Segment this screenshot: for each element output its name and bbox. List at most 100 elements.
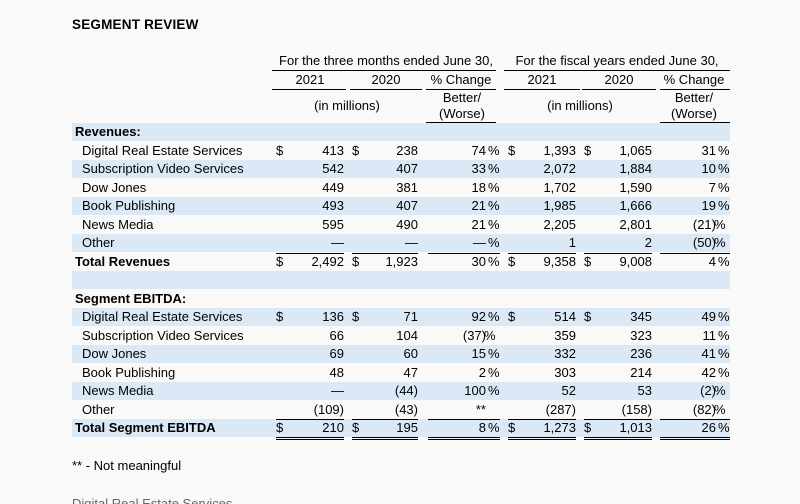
total-rule: [352, 437, 418, 440]
value-fy-pct: 42: [701, 364, 716, 380]
value-q-2021: —: [331, 383, 344, 398]
value-fy-2021: 1,273: [543, 420, 576, 435]
dollar-sign: $: [276, 309, 284, 324]
value-fy-pct: 7: [708, 179, 716, 195]
value-q-2020: 71: [403, 309, 418, 324]
header-rule: [582, 89, 656, 90]
value-fy-2021: (287): [545, 401, 576, 417]
value-fy-pct: (50): [692, 235, 716, 250]
value-q-2020: 195: [396, 420, 418, 435]
value-q-pct: 30: [471, 253, 486, 269]
percent-sign: %: [488, 161, 500, 176]
total-rule: [276, 252, 344, 254]
row-label: Book Publishing: [82, 364, 176, 380]
percent-sign: %: [718, 179, 730, 195]
value-fy-2021: 52: [561, 383, 576, 398]
value-fy-2021: 2,072: [543, 161, 576, 176]
percent-sign: %: [484, 327, 496, 343]
table-row: Subscription Video Services 542 407 33% 2,07…: [72, 160, 730, 178]
percent-sign: %: [488, 198, 500, 213]
next-section-heading: Digital Real Estate Services: [72, 497, 232, 504]
value-q-2021: 210: [322, 420, 344, 435]
table-row: News Media 595 490 21% 2,205 2,801 (21)%: [72, 216, 730, 234]
row-label: Subscription Video Services: [82, 327, 244, 343]
value-q-2021: 48: [329, 364, 344, 380]
value-q-2021: 2,492: [311, 253, 344, 269]
value-fy-2021: 9,358: [543, 253, 576, 269]
section-heading: Segment EBITDA:: [72, 290, 730, 308]
dollar-sign: $: [508, 309, 516, 324]
header-q-pct-change: % Change: [430, 72, 492, 87]
total-rule: [508, 419, 576, 420]
table-row: Other (109) (43) ** (287) (158) (82)%: [72, 401, 730, 419]
value-q-2020: —: [405, 235, 418, 250]
value-fy-2020: 236: [630, 346, 652, 361]
total-rule: [276, 437, 344, 440]
dollar-sign: $: [508, 253, 516, 269]
dollar-sign: $: [276, 253, 284, 269]
total-rule: [352, 252, 418, 254]
value-q-2020: 104: [396, 327, 418, 343]
row-label: News Media: [82, 216, 154, 232]
value-fy-2021: 2,205: [543, 216, 576, 232]
value-q-2020: 407: [396, 198, 418, 213]
percent-sign: %: [488, 179, 500, 195]
total-rule: [428, 419, 500, 420]
dollar-sign: $: [352, 309, 360, 324]
value-q-2021: (109): [313, 401, 344, 417]
value-fy-2020: 1,884: [619, 161, 652, 176]
value-q-pct: 92: [471, 309, 486, 324]
value-q-2020: 381: [396, 179, 418, 195]
table-row: News Media — (44) 100% 52 53 (2)%: [72, 382, 730, 400]
table-row: Dow Jones 69 60 15% 332 236 41%: [72, 345, 730, 363]
value-q-2021: 69: [329, 346, 344, 361]
header-fy-2021: 2021: [527, 72, 557, 87]
header-fiscal-years: For the fiscal years ended June 30,: [515, 53, 719, 68]
percent-sign: %: [718, 142, 730, 158]
row-label: Other: [82, 401, 115, 417]
header-fy-2020: 2020: [604, 72, 634, 87]
header-better-worse-fy: Better/ (Worse): [671, 90, 717, 121]
percent-sign: %: [718, 198, 730, 213]
percent-sign: %: [488, 235, 500, 250]
value-q-2021: 595: [322, 216, 344, 232]
table-row: Dow Jones 449 381 18% 1,702 1,590 7%: [72, 179, 730, 197]
value-q-2021: 66: [329, 327, 344, 343]
value-fy-2020: 1,666: [619, 198, 652, 213]
row-label: Digital Real Estate Services: [82, 142, 243, 158]
value-fy-pct: 49: [701, 309, 716, 324]
header-rule: [426, 89, 496, 90]
value-q-2020: 60: [403, 346, 418, 361]
value-q-2020: 238: [396, 142, 418, 158]
total-rule: [584, 419, 652, 420]
footnote: ** - Not meaningful: [72, 458, 182, 473]
total-row: Total Segment EBITDA $ $ $ $210 195 8% 1,273 1,0…: [72, 419, 730, 440]
header-better-worse-q: Better/ (Worse): [439, 90, 485, 121]
header-rule: [660, 122, 730, 123]
value-q-2020: 47: [403, 364, 418, 380]
dollar-sign: $: [276, 420, 284, 435]
value-fy-2021: 1,393: [543, 142, 576, 158]
value-fy-pct: 4: [708, 253, 716, 269]
value-fy-pct: 26: [701, 420, 716, 435]
value-q-2020: (44): [394, 383, 418, 398]
value-q-2021: —: [331, 235, 344, 250]
percent-sign: %: [718, 327, 730, 343]
header-rule: [504, 89, 580, 90]
header-q-2020: 2020: [371, 72, 401, 87]
table-row: Book Publishing 48 47 2% 303 214 42%: [72, 364, 730, 382]
row-label: Total Revenues: [75, 253, 171, 269]
section-label: Segment EBITDA:: [75, 290, 187, 306]
value-q-pct: 100: [464, 383, 486, 398]
total-rule: [584, 437, 652, 440]
value-q-2021: 449: [322, 179, 344, 195]
total-rule: [428, 437, 500, 440]
value-q-2021: 542: [322, 161, 344, 176]
percent-sign: %: [488, 216, 500, 232]
dollar-sign: $: [584, 420, 592, 435]
row-label: Subscription Video Services: [82, 161, 244, 176]
table-row: Digital Real Estate Services $ $ $ $413 238 74…: [72, 142, 730, 160]
percent-sign: %: [718, 346, 730, 361]
value-fy-pct: 41: [701, 346, 716, 361]
row-label: Book Publishing: [82, 198, 176, 213]
